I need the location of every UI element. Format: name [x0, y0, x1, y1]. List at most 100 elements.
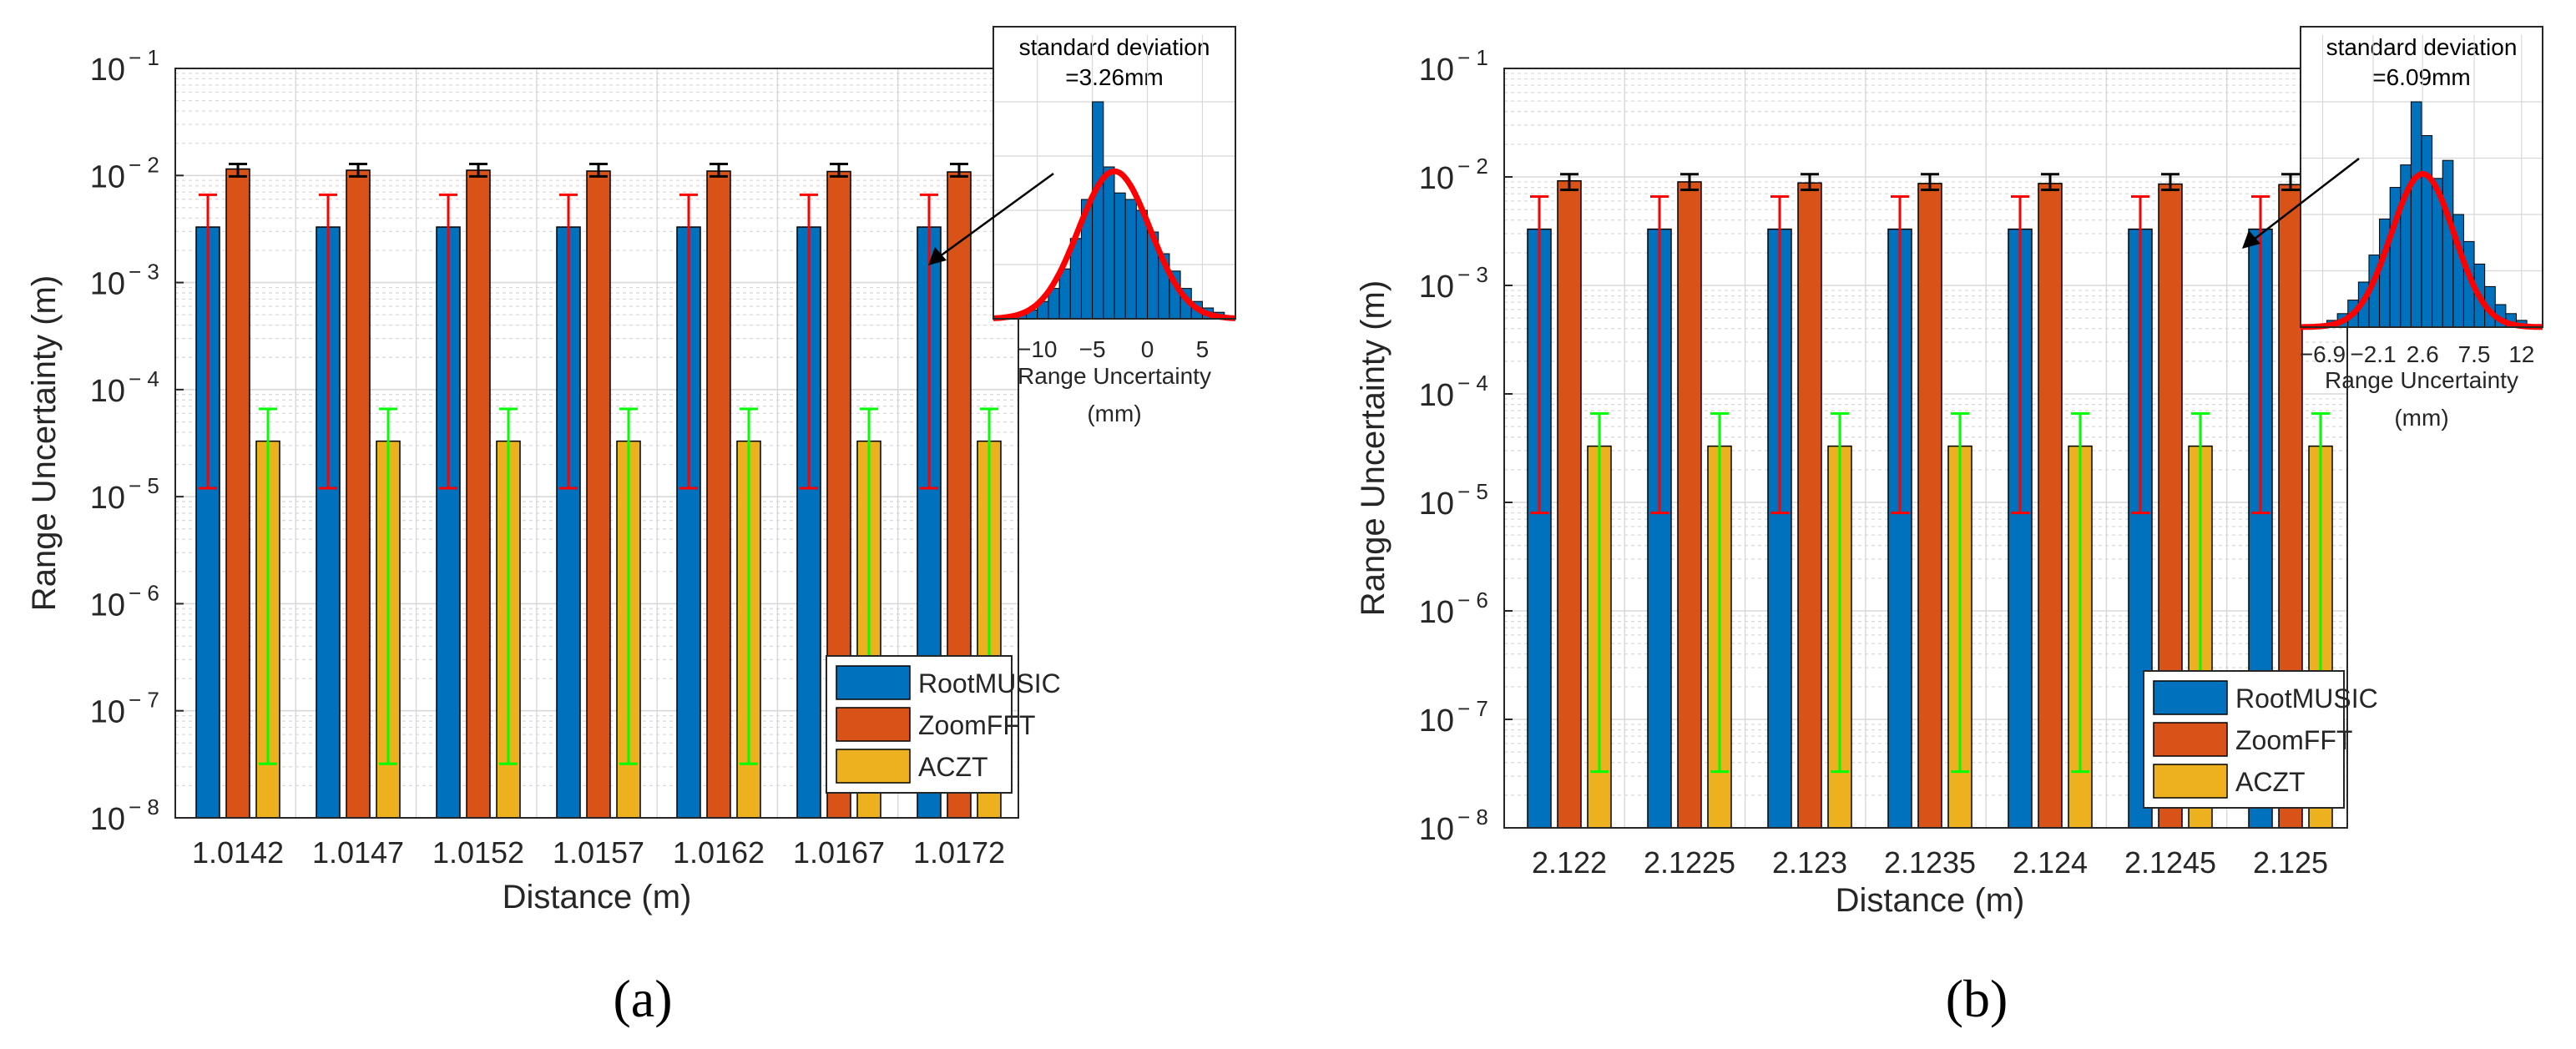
panel-b: 10− 110− 210− 310− 410− 510− 610− 710− 8… [1355, 26, 2543, 1028]
y-tick-exponent: − 3 [1457, 262, 1488, 287]
inset-hist-bar [2442, 159, 2454, 328]
inset-x-tick-label: −5 [1079, 336, 1106, 362]
y-tick-base: 10 [90, 802, 125, 837]
y-tick-exponent: − 8 [129, 794, 159, 820]
plot-frame [1503, 68, 2348, 829]
inset-hist-bar [2421, 135, 2433, 328]
bar-zoomfft [1677, 181, 1702, 829]
legend: RootMUSIC ZoomFFT ACZT [2143, 670, 2378, 809]
y-tick-exponent: − 4 [129, 366, 159, 391]
bar-zoomfft [1557, 179, 1582, 829]
x-tick-label: 2.1225 [1644, 845, 1735, 880]
x-tick-label: 1.0167 [793, 835, 885, 870]
y-tick-labels: 10− 110− 210− 310− 410− 510− 610− 710− 8 [90, 45, 184, 837]
inset-x-tick-label: 2.6 [2407, 341, 2439, 367]
x-tick-label: 2.124 [2013, 845, 2088, 880]
y-tick-exponent: − 6 [1457, 588, 1488, 613]
inset-frame [2300, 26, 2543, 328]
inset-x-tick-label: −10 [1018, 336, 1058, 362]
y-tick-base: 10 [1419, 812, 1454, 847]
inset-x-label-line1: Range Uncertainty [2325, 367, 2518, 393]
y-tick-base: 10 [90, 374, 125, 409]
inset-x-tick-label: 12 [2508, 341, 2534, 367]
legend-swatch-rootmusic [2153, 680, 2228, 715]
y-tick-exponent: − 8 [1457, 804, 1488, 830]
inset-frame [993, 26, 1236, 320]
bar-zoomfft [346, 169, 371, 819]
x-tick-label: 2.122 [1532, 845, 1607, 880]
bar-zoomfft [2038, 183, 2063, 829]
y-tick-base: 10 [1419, 270, 1454, 305]
y-tick-base: 10 [1419, 378, 1454, 413]
bar-zoomfft [1917, 183, 1942, 829]
legend-label-rootmusic: RootMUSIC [918, 668, 1061, 698]
y-tick-base: 10 [90, 159, 125, 194]
bar-zoomfft [586, 170, 611, 819]
y-tick-exponent: − 7 [129, 688, 159, 713]
inset-hist-bar [1114, 192, 1126, 320]
y-axis-label: Range Uncertainty (m) [26, 275, 63, 611]
y-tick-base: 10 [90, 53, 125, 88]
inset-fit-curve [2301, 171, 2543, 330]
y-tick-base: 10 [90, 481, 125, 516]
y-tick-exponent: − 4 [1457, 371, 1488, 396]
legend-swatch-rootmusic [836, 665, 911, 700]
panel-caption-a: (a) [613, 969, 672, 1028]
x-tick-label: 1.0172 [913, 835, 1005, 870]
annotation-arrow [928, 172, 1054, 265]
inset-histogram: standard deviation =3.26mm −10 −5 0 5 Range… [993, 26, 1236, 426]
y-tick-exponent: − 7 [1457, 696, 1488, 721]
y-axis-label: Range Uncertainty (m) [1355, 280, 1392, 616]
panel-caption-b: (b) [1946, 969, 2008, 1028]
x-axis-label: Distance (m) [503, 879, 692, 915]
y-tick-exponent: − 1 [129, 45, 159, 70]
bar-zoomfft [225, 168, 250, 819]
inset-hist-bar [1092, 101, 1104, 320]
inset-histogram: standard deviation =6.09mm −6.9 −2.1 2.6 7.… [2300, 26, 2543, 431]
inset-x-tick-label: −6.9 [2300, 341, 2346, 367]
legend-label-zoomfft: ZoomFFT [918, 710, 1035, 740]
inset-title-line1: standard deviation [1019, 34, 1210, 60]
inset-x-tick-label: 5 [1196, 336, 1210, 362]
x-tick-label: 2.1235 [1884, 845, 1976, 880]
inset-fit-curve [993, 168, 1236, 321]
inset-x-tick-label: 7.5 [2458, 341, 2491, 367]
legend-swatch-zoomfft [836, 707, 911, 742]
x-tick-label: 1.0162 [673, 835, 765, 870]
inset-x-label-line2: (mm) [1087, 401, 1141, 426]
y-tick-base: 10 [1419, 53, 1454, 88]
y-tick-labels: 10− 110− 210− 310− 410− 510− 610− 710− 8 [1419, 45, 1513, 847]
y-tick-base: 10 [90, 588, 125, 623]
y-tick-base: 10 [1419, 487, 1454, 522]
legend-swatch-zoomfft [2153, 722, 2228, 757]
inset-hist-bar [1124, 199, 1137, 320]
y-tick-base: 10 [1419, 595, 1454, 630]
x-tick-label: 2.1245 [2124, 845, 2216, 880]
y-tick-exponent: − 1 [1457, 45, 1488, 70]
panel-a: 10− 110− 210− 310− 410− 510− 610− 710− 8… [26, 26, 1236, 1028]
bar-zoomfft [466, 169, 491, 819]
legend: RootMUSIC ZoomFFT ACZT [826, 655, 1061, 794]
legend-label-aczt: ACZT [918, 752, 988, 782]
bar-zoomfft [706, 170, 731, 819]
inset-hist-bar [1103, 166, 1115, 320]
inset-hist-bar [1135, 209, 1149, 320]
y-tick-base: 10 [90, 267, 125, 302]
inset-grid [993, 35, 1235, 319]
legend-swatch-aczt [2153, 764, 2228, 799]
legend-label-aczt: ACZT [2235, 767, 2306, 797]
x-tick-labels: 1.0142 1.0147 1.0152 1.0157 1.0162 1.0167 1.01… [192, 835, 1005, 870]
legend-label-zoomfft: ZoomFFT [2235, 725, 2352, 755]
x-axis-label: Distance (m) [1836, 882, 2025, 919]
inset-x-tick-labels: −6.9 −2.1 2.6 7.5 12 [2300, 341, 2535, 367]
x-tick-label: 1.0142 [192, 835, 284, 870]
x-tick-label: 1.0147 [312, 835, 404, 870]
inset-x-tick-label: 0 [1141, 336, 1154, 362]
legend-label-rootmusic: RootMUSIC [2235, 683, 2378, 714]
bar-zoomfft [1797, 182, 1822, 829]
y-tick-exponent: − 5 [1457, 479, 1488, 504]
x-tick-label: 1.0152 [432, 835, 524, 870]
x-tick-label: 2.125 [2253, 845, 2328, 880]
y-tick-exponent: − 6 [129, 580, 159, 605]
